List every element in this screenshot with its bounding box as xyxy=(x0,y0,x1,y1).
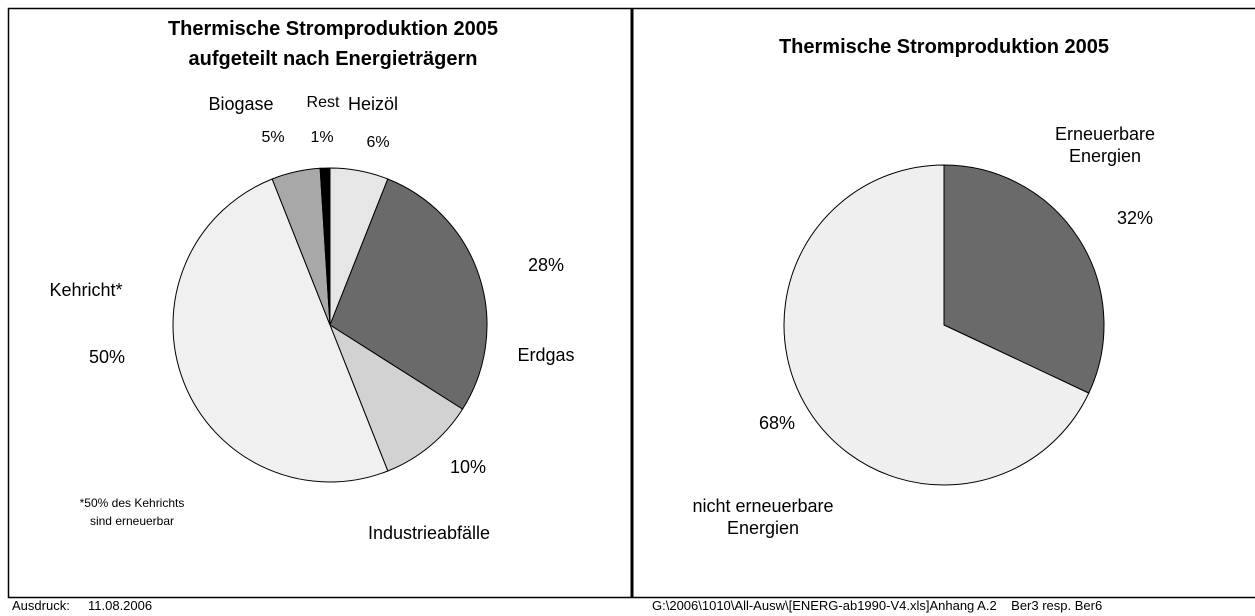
note: *50% des Kehrichts xyxy=(79,496,185,510)
pie-slice xyxy=(319,167,331,326)
category-label: Biogase xyxy=(208,94,274,114)
value-label: 32% xyxy=(1116,208,1154,228)
value-label: 6% xyxy=(366,134,390,151)
pie-slice xyxy=(172,178,389,483)
pie-slice xyxy=(943,164,1105,394)
value-label: 1% xyxy=(310,129,334,146)
value-label: 5% xyxy=(261,129,285,146)
category-label: Erneuerbare Energien xyxy=(1054,124,1156,166)
footer-label: Ausdruck: xyxy=(12,598,70,613)
category-label: Erdgas xyxy=(517,345,575,365)
category-label: Kehricht* xyxy=(49,280,123,300)
chart-title: Thermische Stromproduktion 2005 xyxy=(778,36,1110,58)
value-label: 28% xyxy=(527,255,565,275)
pie-slice xyxy=(783,164,1090,486)
pie-slice xyxy=(328,323,464,472)
value-label: 68% xyxy=(758,413,796,433)
footer-path: G:\2006\1010\All-Ausw\[ENERG-ab1990-V4.x… xyxy=(652,598,1103,613)
footer-date: 11.08.2006 xyxy=(88,598,153,613)
value-label: 10% xyxy=(449,457,487,477)
value-label: 50% xyxy=(88,347,126,367)
pie-slice xyxy=(329,178,488,410)
note: sind erneuerbar xyxy=(89,514,175,528)
category-label: Heizöl xyxy=(347,94,399,114)
category-label: nicht erneuerbare Energien xyxy=(692,496,834,538)
chart-subtitle: aufgeteilt nach Energieträgern xyxy=(188,48,478,70)
chart-title: Thermische Stromproduktion 2005 xyxy=(167,18,499,40)
category-label: Rest xyxy=(306,94,340,111)
category-label: Industrieabfälle xyxy=(367,523,491,543)
